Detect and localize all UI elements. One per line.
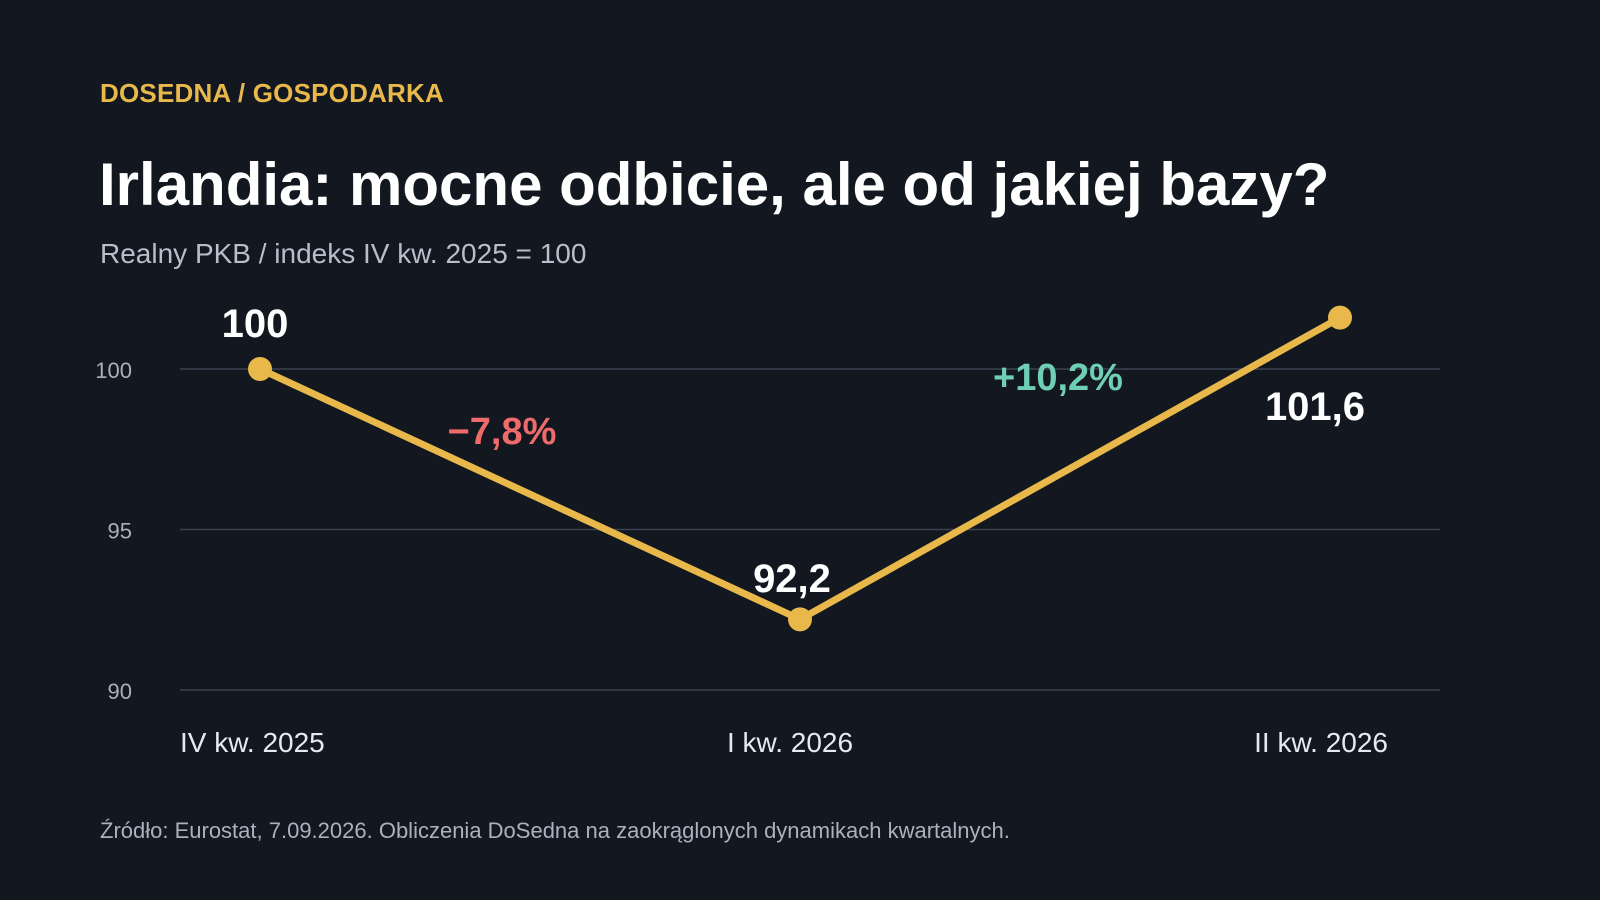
y-tick-label: 100 bbox=[95, 358, 132, 383]
source-note: Źródło: Eurostat, 7.09.2026. Obliczenia … bbox=[100, 818, 1010, 843]
x-tick-label: IV kw. 2025 bbox=[180, 727, 325, 758]
chart-title: Irlandia: mocne odbicie, ale od jakiej b… bbox=[99, 151, 1330, 218]
data-point bbox=[788, 607, 812, 632]
data-point bbox=[248, 357, 272, 381]
x-tick-label: I kw. 2026 bbox=[727, 727, 853, 758]
change-label: −7,8% bbox=[448, 411, 557, 453]
y-tick-label: 90 bbox=[108, 679, 132, 704]
data-point bbox=[1328, 305, 1352, 330]
data-label: 101,6 bbox=[1265, 385, 1365, 429]
chart-subtitle: Realny PKB / indeks IV kw. 2025 = 100 bbox=[100, 238, 587, 269]
x-tick-label: II kw. 2026 bbox=[1254, 727, 1388, 758]
change-label: +10,2% bbox=[993, 357, 1123, 399]
data-label: 92,2 bbox=[753, 557, 831, 601]
data-label: 100 bbox=[222, 302, 289, 346]
y-tick-label: 95 bbox=[108, 519, 132, 544]
kicker: DOSEDNA / GOSPODARKA bbox=[100, 78, 444, 108]
